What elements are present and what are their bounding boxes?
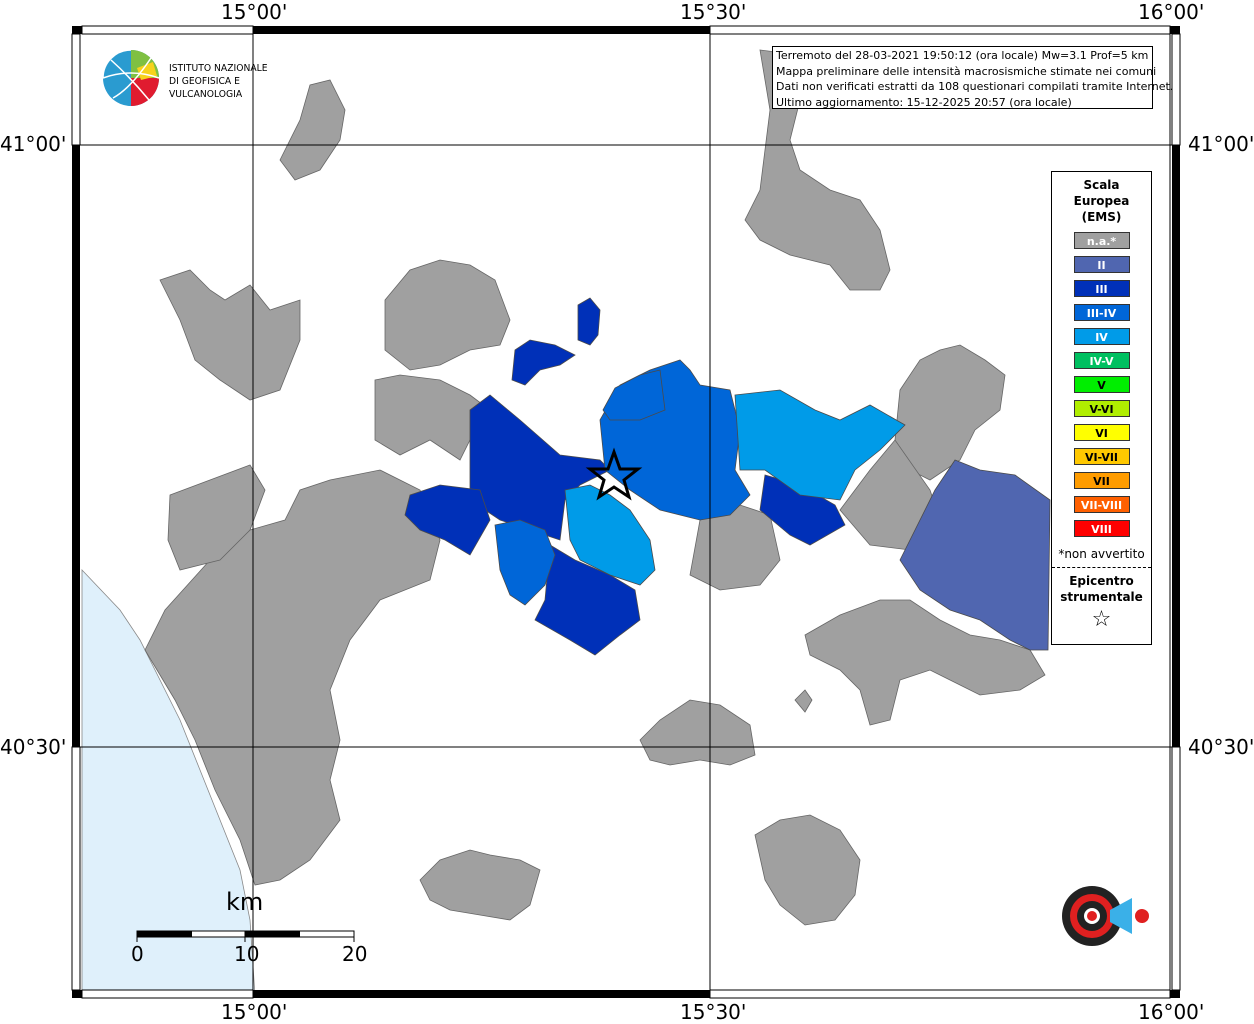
scale-label-20: 20 bbox=[342, 942, 368, 966]
intensity-iii-area-c bbox=[534, 544, 641, 656]
legend-epicenter-star-icon: ☆ bbox=[1091, 607, 1112, 632]
map-frame-white bbox=[71, 25, 1181, 999]
info-line-event: Terremoto del 28-03-2021 19:50:12 (ora l… bbox=[776, 49, 1149, 62]
legend-swatch-iv-v: IV-V bbox=[1073, 352, 1130, 369]
legend-swatch-vii-viii: VII-VIII bbox=[1073, 496, 1130, 513]
lat-label-40-30-right: 40°30' bbox=[1188, 735, 1254, 759]
intensity-iii-area-d bbox=[511, 339, 576, 386]
intensity-ii-iv-area-c bbox=[602, 369, 666, 421]
info-line-last-update: Ultimo aggiornamento: 15-12-2025 20:57 (… bbox=[776, 95, 1072, 109]
legend-title: Scala Europea (EMS) bbox=[1052, 177, 1151, 225]
ems-legend: Scala Europea (EMS) n.a.* II III III-IV IV IV… bbox=[1051, 171, 1152, 645]
municipalities-not-available bbox=[144, 49, 1046, 926]
legend-swatch-viii: VIII bbox=[1073, 520, 1130, 537]
legend-separator bbox=[1052, 567, 1151, 568]
lat-label-41-00-right: 41°00' bbox=[1188, 132, 1254, 156]
epicenter-star bbox=[585, 447, 643, 501]
legend-swatch-vii: VII bbox=[1073, 472, 1130, 489]
intensity-iii-area-a bbox=[469, 394, 611, 541]
intensity-iii-iv-area-b bbox=[494, 519, 556, 606]
scale-label-0: 0 bbox=[131, 942, 144, 966]
lon-label-15-00-top: 15°00' bbox=[221, 0, 288, 24]
map-frame bbox=[72, 26, 1180, 998]
scale-bar bbox=[136, 930, 355, 942]
lon-label-16-00-top: 16°00' bbox=[1138, 0, 1205, 24]
legend-swatch-iv: IV bbox=[1073, 328, 1130, 345]
intensity-ii-area bbox=[899, 459, 1051, 651]
ingv-logo: ISTITUTO NAZIONALE DI GEOFISICA E VULCAN… bbox=[101, 48, 316, 110]
legend-swatch-iii: III bbox=[1073, 280, 1130, 297]
intensity-iii-area-e bbox=[577, 297, 601, 346]
info-line-description: Mappa preliminare delle intensità macros… bbox=[776, 64, 1157, 78]
municipalities-intensity bbox=[404, 297, 1051, 656]
haisentito-logo bbox=[1032, 858, 1162, 978]
scale-unit: km bbox=[226, 888, 264, 916]
ingv-logo-line1: ISTITUTO NAZIONALE bbox=[169, 63, 268, 74]
legend-swatch-n-a: n.a.* bbox=[1073, 232, 1130, 249]
lon-label-15-00-bottom: 15°00' bbox=[221, 1000, 288, 1024]
legend-na-note: *non avvertito bbox=[1058, 547, 1145, 561]
lon-label-16-00-bottom: 16°00' bbox=[1138, 1000, 1205, 1024]
legend-swatch-iii-iv: III-IV bbox=[1073, 304, 1130, 321]
lat-label-41-00-left: 41°00' bbox=[0, 132, 67, 156]
legend-swatch-vi: VI bbox=[1073, 424, 1130, 441]
legend-swatch-vi-vii: VI-VII bbox=[1073, 448, 1130, 465]
legend-title-line2: Europea bbox=[1073, 194, 1130, 208]
legend-swatch-v-vi: V-VI bbox=[1073, 400, 1130, 417]
intensity-iv-area-a bbox=[734, 389, 906, 501]
lon-label-15-30-top: 15°30' bbox=[680, 0, 747, 24]
legend-title-line1: Scala bbox=[1083, 178, 1120, 192]
legend-title-line3: (EMS) bbox=[1081, 210, 1122, 224]
legend-items: n.a.* II III III-IV IV IV-V V V-VI VI VI-VII VII VI… bbox=[1052, 232, 1151, 537]
legend-epicenter-line2: strumentale bbox=[1060, 590, 1143, 604]
legend-epicenter-label: Epicentro strumentale bbox=[1052, 573, 1151, 605]
legend-swatch-v: V bbox=[1073, 376, 1130, 393]
earthquake-info-box: Terremoto del 28-03-2021 19:50:12 (ora l… bbox=[772, 46, 1174, 109]
lat-label-40-30-left: 40°30' bbox=[0, 735, 67, 759]
ingv-logo-line2: DI GEOFISICA E VULCANOLOGIA bbox=[169, 76, 243, 100]
legend-epicenter-line1: Epicentro bbox=[1069, 574, 1134, 588]
legend-swatch-ii: II bbox=[1073, 256, 1130, 273]
ingv-globe-icon bbox=[102, 49, 160, 106]
haisentito-logo-icon bbox=[1062, 886, 1149, 946]
scale-label-10: 10 bbox=[234, 942, 260, 966]
intensity-iv-area-b bbox=[564, 484, 656, 586]
lon-label-15-30-bottom: 15°30' bbox=[680, 1000, 747, 1024]
intensity-iii-area-b bbox=[404, 484, 491, 556]
info-line-data-source: Dati non verificati estratti da 108 ques… bbox=[776, 80, 1174, 93]
